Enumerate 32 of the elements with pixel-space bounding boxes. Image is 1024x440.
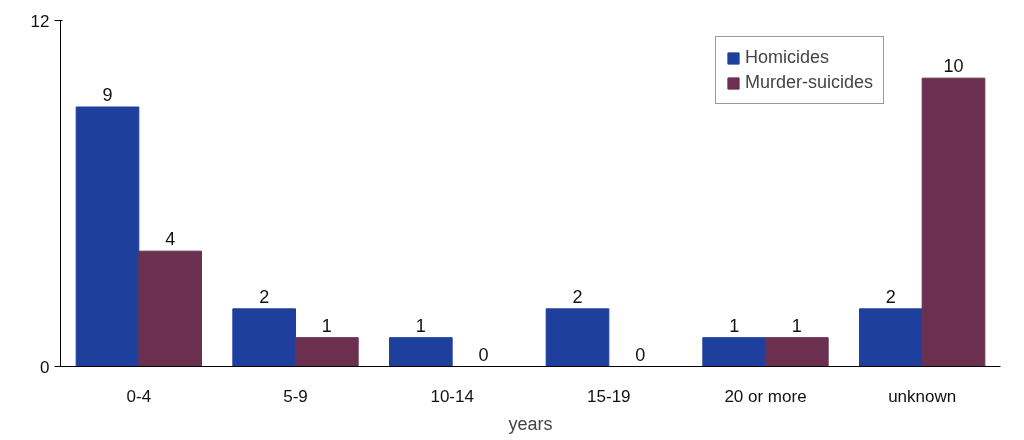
data-label: 0 — [635, 344, 646, 365]
x-axis-title: years — [508, 413, 553, 434]
x-tick-label: 20 or more — [724, 386, 807, 406]
bar — [702, 337, 766, 367]
x-tick-label: unknown — [888, 386, 957, 406]
data-label: 10 — [943, 56, 964, 77]
y-tick-label: 12 — [30, 11, 50, 31]
data-label: 1 — [321, 315, 332, 336]
data-label: 2 — [572, 286, 583, 307]
data-label: 4 — [165, 229, 176, 250]
bar — [232, 308, 296, 367]
bar — [545, 308, 610, 367]
data-label: 2 — [885, 286, 896, 307]
data-label: 9 — [102, 85, 113, 105]
bar — [921, 77, 986, 367]
x-tick-label: 10-14 — [430, 386, 474, 406]
data-label: 0 — [478, 344, 489, 365]
bar — [75, 106, 140, 367]
data-label: 1 — [729, 315, 740, 336]
data-label: 1 — [415, 315, 426, 336]
bar — [295, 337, 359, 367]
bar — [138, 250, 202, 367]
legend-label: Homicides — [745, 47, 830, 68]
x-tick-label: 5-9 — [283, 386, 308, 406]
data-label: 1 — [791, 315, 802, 336]
bar — [765, 337, 829, 367]
bar — [389, 337, 453, 367]
x-tick-label: 15-19 — [587, 386, 631, 406]
bar — [859, 308, 923, 367]
legend-label: Murder-suicides — [745, 72, 874, 93]
x-tick-label: 0-4 — [126, 386, 152, 406]
data-label: 2 — [259, 286, 270, 307]
